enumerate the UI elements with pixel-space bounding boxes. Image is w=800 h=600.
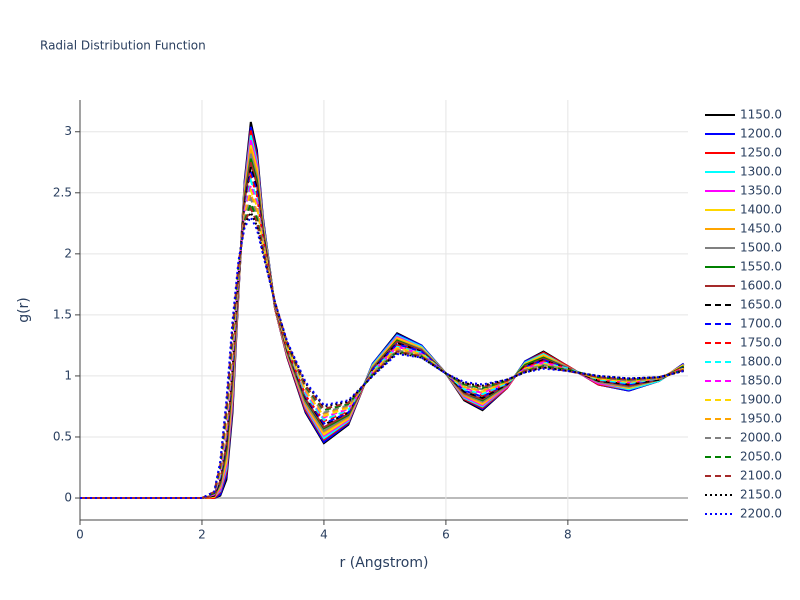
legend-label: 1600.0	[740, 279, 782, 293]
legend-label: 2050.0	[740, 450, 782, 464]
y-tick-label: 1.5	[53, 307, 72, 321]
chart-title: Radial Distribution Function	[40, 39, 206, 53]
series-line	[80, 209, 684, 499]
legend-label: 2100.0	[740, 469, 782, 483]
legend-label: 2200.0	[740, 507, 782, 521]
y-tick-label: 0	[64, 491, 72, 505]
x-tick-label: 4	[320, 528, 328, 542]
series-line	[80, 173, 685, 499]
legend-label: 1900.0	[740, 393, 782, 407]
legend-label: 2150.0	[740, 488, 782, 502]
legend-label: 1850.0	[740, 374, 782, 388]
legend-label: 1500.0	[740, 241, 782, 255]
y-tick-label: 2.5	[53, 185, 72, 199]
legend-label: 2000.0	[740, 431, 782, 445]
legend-label: 1350.0	[740, 184, 782, 198]
series-line	[80, 181, 685, 499]
y-tick-label: 1	[64, 368, 72, 382]
legend-label: 1550.0	[740, 260, 782, 274]
x-tick-label: 2	[198, 528, 206, 542]
x-tick-label: 6	[442, 528, 450, 542]
y-tick-label: 3	[64, 124, 72, 138]
series-line	[80, 206, 684, 499]
y-tick-label: 2	[64, 246, 72, 260]
y-tick-label: 0.5	[53, 429, 72, 443]
y-axis-title: g(r)	[16, 297, 32, 323]
x-tick-label: 8	[564, 528, 572, 542]
legend-label: 1200.0	[740, 127, 782, 141]
legend-label: 1300.0	[740, 165, 782, 179]
x-tick-label: 0	[76, 528, 84, 542]
legend-label: 1150.0	[740, 108, 782, 122]
legend-label: 1950.0	[740, 412, 782, 426]
legend-label: 1400.0	[740, 203, 782, 217]
legend-label: 1450.0	[740, 222, 782, 236]
x-axis-title: r (Angstrom)	[340, 555, 429, 571]
legend-label: 1800.0	[740, 355, 782, 369]
series-line	[80, 215, 684, 499]
legend-label: 1700.0	[740, 317, 782, 331]
series-line	[80, 195, 685, 499]
legend-label: 1750.0	[740, 336, 782, 350]
legend-label: 1250.0	[740, 146, 782, 160]
legend-label: 1650.0	[740, 298, 782, 312]
